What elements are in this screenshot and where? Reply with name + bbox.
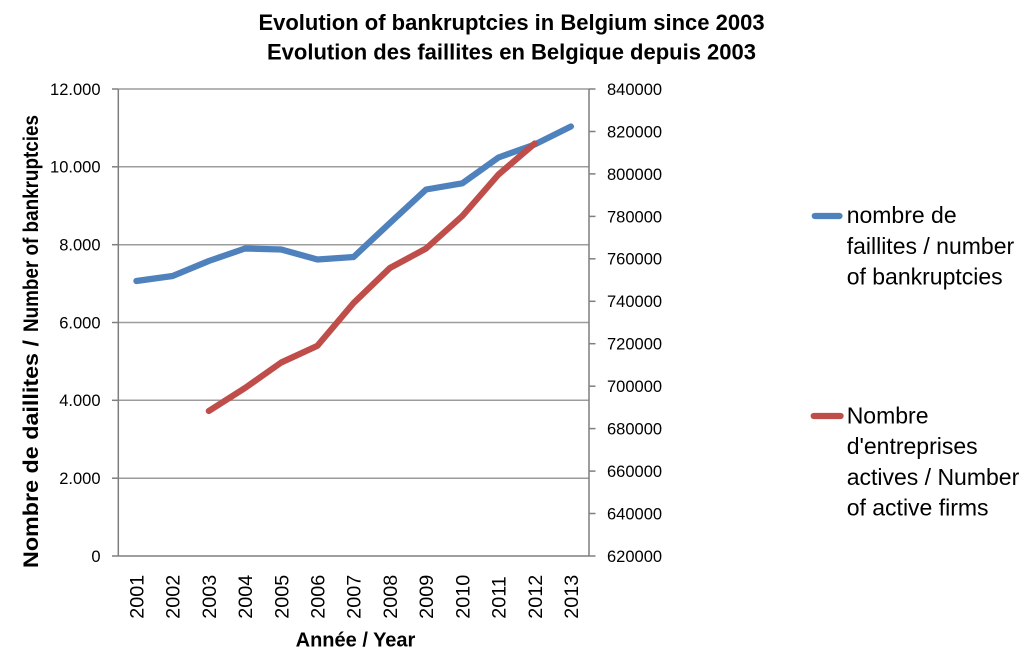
svg-text:10.000: 10.000 (50, 159, 100, 177)
svg-text:720000: 720000 (607, 336, 662, 354)
svg-text:760000: 760000 (607, 251, 662, 269)
svg-text:Année / Year: Année / Year (296, 630, 416, 652)
svg-text:2002: 2002 (163, 575, 185, 619)
svg-text:2010: 2010 (452, 575, 474, 619)
svg-text:820000: 820000 (607, 123, 662, 141)
svg-text:2004: 2004 (235, 575, 257, 619)
svg-text:700000: 700000 (607, 378, 662, 396)
svg-text:6.000: 6.000 (59, 314, 100, 332)
svg-text:2011: 2011 (489, 576, 511, 619)
svg-text:Number of bankruptcies: Number of bankruptcies (20, 115, 43, 332)
svg-text:2.000: 2.000 (59, 470, 100, 488)
svg-text:640000: 640000 (607, 505, 662, 523)
svg-text:0: 0 (91, 548, 100, 566)
svg-text:660000: 660000 (607, 463, 662, 481)
svg-text:nombre de: nombre de (847, 202, 957, 228)
svg-text:Evolution of bankruptcies in B: Evolution of bankruptcies in Belgium sin… (258, 10, 764, 35)
svg-text:800000: 800000 (607, 166, 662, 184)
svg-text:780000: 780000 (607, 208, 662, 226)
svg-text:2013: 2013 (561, 575, 583, 619)
svg-text:2006: 2006 (308, 575, 330, 619)
svg-text:680000: 680000 (607, 421, 662, 439)
svg-text:2007: 2007 (344, 575, 366, 619)
svg-text:740000: 740000 (607, 293, 662, 311)
svg-text:2009: 2009 (416, 575, 438, 619)
svg-text:faillites / number: faillites / number (847, 233, 1015, 259)
svg-text:12.000: 12.000 (50, 81, 100, 99)
svg-text:4.000: 4.000 (59, 392, 100, 410)
svg-text:d'entreprises: d'entreprises (847, 433, 978, 459)
svg-text:2003: 2003 (199, 575, 221, 619)
svg-text:620000: 620000 (607, 548, 662, 566)
svg-text:8.000: 8.000 (59, 237, 100, 255)
svg-text:2008: 2008 (380, 575, 402, 619)
svg-text:2012: 2012 (525, 575, 547, 619)
svg-text:Nombre: Nombre (847, 402, 929, 428)
svg-text:2005: 2005 (271, 575, 293, 619)
svg-text:actives / Number: actives / Number (847, 464, 1020, 490)
svg-text:Nombre de daillites /: Nombre de daillites / (20, 340, 43, 568)
svg-text:Evolution des faillites en Bel: Evolution des faillites en Belgique depu… (267, 39, 756, 64)
svg-text:of bankruptcies: of bankruptcies (847, 264, 1003, 290)
svg-text:2001: 2001 (127, 575, 149, 619)
svg-text:of active firms: of active firms (847, 495, 989, 521)
svg-text:840000: 840000 (607, 81, 662, 99)
